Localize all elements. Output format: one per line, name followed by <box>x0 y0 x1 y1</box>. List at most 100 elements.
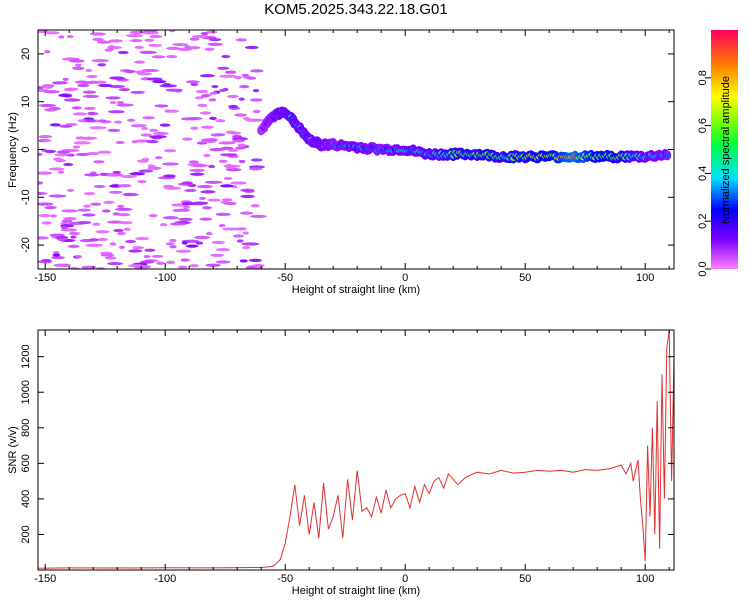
spectrogram-noise-cell <box>129 172 146 176</box>
spectrogram-noise-cell <box>151 254 164 259</box>
snr-ylabel: SNR (v/v) <box>7 426 19 474</box>
spectrogram-noise-cell <box>202 206 212 210</box>
spectrogram-noise-cell <box>159 223 168 227</box>
spectrogram-ytick-label: 0 <box>20 146 32 152</box>
spectrogram-noise-cell <box>195 89 209 94</box>
spectrogram-noise-cell <box>241 242 260 246</box>
spectrogram-ytick-label: -20 <box>20 237 32 253</box>
spectrogram-noise-cell <box>44 149 57 154</box>
spectrogram-noise-cell <box>118 88 131 92</box>
spectrogram-noise-cell <box>51 81 68 85</box>
spectrogram-noise-cell <box>105 96 121 100</box>
spectrogram-noise-cell <box>146 140 159 144</box>
spectrogram-noise-cell <box>223 176 233 181</box>
spectrogram-noise-cell <box>242 117 251 121</box>
spectrogram-noise-cell <box>125 34 144 38</box>
spectrogram-noise-cell <box>136 159 149 163</box>
spectrogram-noise-cell <box>166 54 178 59</box>
spectrogram-noise-cell <box>117 231 126 236</box>
spectrogram-noise-cell <box>156 261 165 265</box>
spectrogram-noise-cell <box>44 108 57 112</box>
spectrogram-noise-cell <box>38 171 53 175</box>
spectrogram-noise-cell <box>49 123 61 127</box>
spectrogram-noise-cell <box>109 242 117 246</box>
spectrogram-noise-cell <box>227 94 239 99</box>
spectrogram-noise-cell <box>97 150 112 154</box>
spectrogram-noise-cell <box>224 164 234 168</box>
spectrogram-noise-cell <box>181 181 193 185</box>
spectrogram-noise-cell <box>39 138 52 143</box>
spectrogram-noise-cell <box>72 112 88 116</box>
spectrogram-noise-cell <box>63 98 81 102</box>
spectrogram-noise-cell <box>97 119 107 123</box>
snr-ytick-label: 1200 <box>20 344 32 368</box>
colorbar-tick-label: 0.4 <box>697 166 709 181</box>
spectrogram-noise-cell <box>41 221 52 225</box>
spectrogram-noise-cell <box>151 55 166 59</box>
spectrogram-noise-cell <box>169 245 177 249</box>
spectrogram-noise-cell <box>159 84 177 88</box>
spectrogram-noise-cell <box>189 37 200 41</box>
spectrogram-noise-cell <box>218 159 228 163</box>
spectrogram-noise-cell <box>231 134 243 139</box>
spectrogram-noise-cell <box>210 91 218 95</box>
snr-ytick-label: 200 <box>20 525 32 543</box>
spectrogram-noise-cell <box>123 69 136 74</box>
spectrogram-noise-cell <box>144 248 156 252</box>
spectrogram-noise-cell <box>248 167 263 171</box>
spectrogram-noise-cell <box>89 126 107 130</box>
spectrogram-noise-cell <box>163 174 176 178</box>
spectrogram-noise-cell <box>224 70 237 74</box>
spectrogram-noise-cell <box>77 220 92 225</box>
spectrogram-noise-cell <box>69 231 78 235</box>
spectrogram-noise-cell <box>172 208 181 213</box>
spectrogram-noise-cell <box>150 34 163 39</box>
spectrogram-noise-cell <box>199 74 215 78</box>
spectrogram-noise-cell <box>188 46 201 50</box>
spectrogram-noise-cell <box>58 93 71 97</box>
spectrogram-noise-cell <box>162 216 179 220</box>
spectrogram-noise-cell <box>240 211 254 215</box>
spectrogram-noise-cell <box>140 133 152 137</box>
spectrogram-noise-cell <box>72 145 81 149</box>
spectrogram-noise-cell <box>189 168 206 172</box>
spectrogram-noise-cell <box>221 54 231 59</box>
spectrogram-noise-cell <box>114 120 123 124</box>
spectrogram-noise-cell <box>189 172 205 176</box>
spectrogram-noise-cell <box>129 38 143 43</box>
spectrogram-noise-cell <box>204 180 223 184</box>
spectrogram-noise-cell <box>193 235 211 240</box>
snr-ytick-label: 1000 <box>20 380 32 404</box>
spectrogram-noise-cell <box>93 160 105 164</box>
spectrogram-noise-cell <box>87 111 96 115</box>
spectrogram-noise-cell <box>93 184 106 189</box>
spectrogram-noise-cell <box>185 244 199 248</box>
spectrogram-noise-cell <box>169 238 177 243</box>
spectrogram-noise-cell <box>205 263 221 267</box>
spectrogram-noise-cell <box>154 104 169 108</box>
spectrogram-noise-cell <box>236 239 244 243</box>
spectrogram-noise-cell <box>230 181 247 185</box>
spectrogram-noise-cell <box>144 38 155 42</box>
colorbar-tick-label: 0.0 <box>697 261 709 276</box>
spectrogram-noise-cell <box>112 170 122 175</box>
spectrogram-noise-cell <box>210 133 226 137</box>
spectrogram-noise-cell <box>38 135 53 139</box>
spectrogram-noise-cell <box>97 40 108 44</box>
spectrogram-noise-cell <box>141 68 159 73</box>
spectrogram-noise-cell <box>117 50 129 55</box>
spectrogram-noise-cell <box>211 84 219 89</box>
spectrogram-noise-cell <box>211 240 225 245</box>
spectrogram-noise-cell <box>165 242 175 246</box>
spectrogram-noise-cell <box>200 94 210 98</box>
spectrogram-noise-cell <box>246 76 257 80</box>
spectrogram-noise-cell <box>218 224 226 228</box>
spectrogram-noise-cell <box>169 30 176 33</box>
spectrogram-noise-cell <box>58 35 65 39</box>
spectrogram-noise-cell <box>154 155 163 160</box>
spectrogram-noise-cell <box>252 109 261 114</box>
spectrogram-noise-cell <box>195 241 204 245</box>
spectrogram-xlabel: Height of straight line (km) <box>292 284 420 296</box>
spectrogram-noise-cell <box>180 208 190 212</box>
spectrogram-noise-cell <box>116 103 134 107</box>
